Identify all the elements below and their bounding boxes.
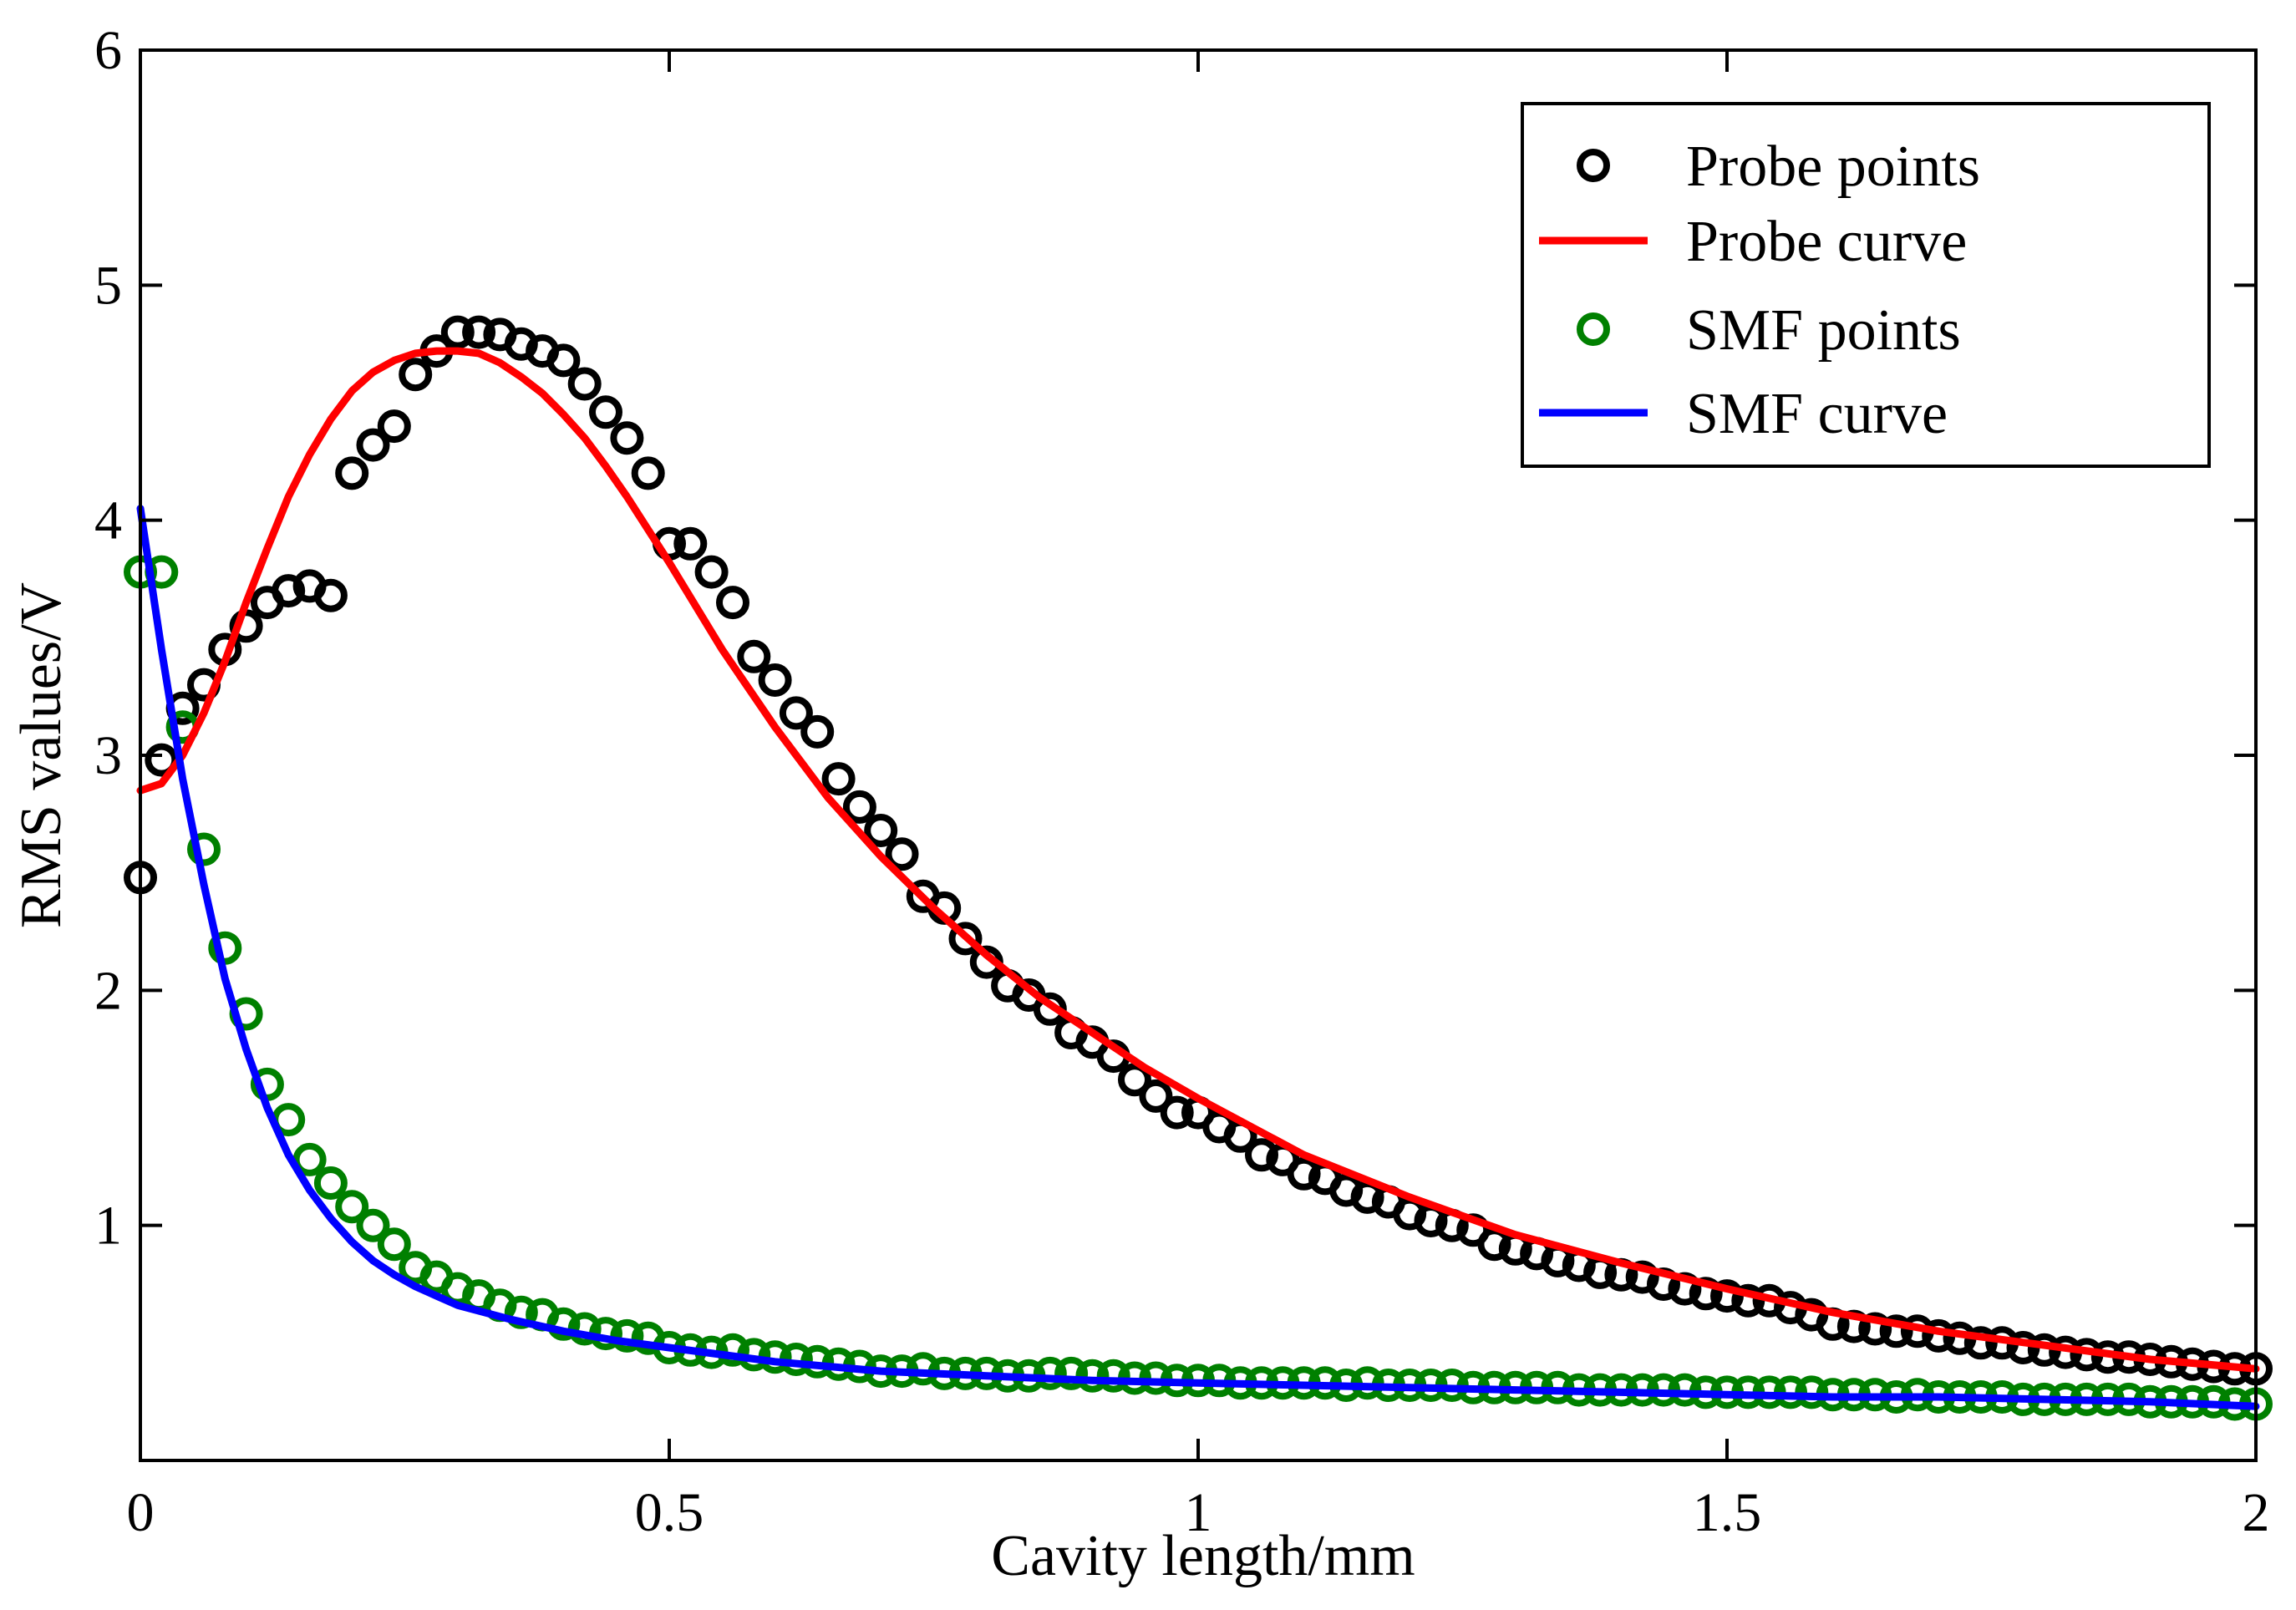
probe-points-marker (948, 922, 983, 956)
x-tick-label: 2 (2243, 1482, 2270, 1543)
probe-points-group (124, 315, 2273, 1386)
probe-points-marker (716, 586, 749, 620)
smf-points-marker (377, 1227, 411, 1262)
x-tick-label: 0.5 (635, 1482, 704, 1543)
smf-points-marker (546, 1307, 581, 1341)
probe-points-marker (779, 696, 813, 730)
axis-ticks (139, 48, 2258, 1460)
probe-points-marker (313, 578, 348, 612)
probe-points-marker (462, 315, 496, 349)
x-tick-label: 1.5 (1693, 1482, 1762, 1543)
smf-points-marker (187, 832, 221, 866)
probe-points-marker (864, 814, 898, 847)
legend-smf-points-label: SMF points (1686, 298, 1961, 363)
smf-points-marker (313, 1166, 348, 1200)
probe-points-marker (631, 456, 665, 490)
y-tick-label: 2 (94, 960, 122, 1021)
y-axis-title: RMS values/V (9, 582, 74, 928)
smf-points-marker (504, 1295, 538, 1329)
probe-points-marker (1710, 1279, 1744, 1313)
probe-points-marker (737, 639, 771, 673)
probe-points-marker (694, 555, 729, 589)
probe-points-marker (842, 790, 876, 824)
smf-curve-line (136, 505, 2260, 1410)
legend-probe-points-label: Probe points (1686, 135, 1980, 199)
probe-points-marker (1118, 1063, 1151, 1097)
legend-probe-curve-label: Probe curve (1686, 210, 1967, 274)
probe-points-marker (610, 421, 644, 455)
smf-points-marker (1054, 1356, 1089, 1390)
probe-points-marker (1879, 1314, 1913, 1348)
smf-points-marker (1795, 1375, 1829, 1409)
legend-box (1521, 102, 2211, 468)
legend-items: Probe points Probe curve SMF points SMF cur… (1539, 135, 1980, 446)
smf-points-marker (208, 931, 242, 965)
smf-points-marker (716, 1333, 749, 1367)
probe-points-marker (1731, 1283, 1765, 1318)
probe-points-marker (1963, 1326, 1998, 1360)
smf-points-marker (356, 1208, 390, 1242)
legend-smf-points-swatch (1577, 312, 1610, 346)
series-layer (124, 315, 2273, 1421)
smf-points-marker (335, 1190, 369, 1224)
probe-points-marker (567, 367, 602, 401)
legend-smf-curve-label: SMF curve (1686, 382, 1948, 446)
probe-points-marker (546, 343, 581, 378)
probe-points-marker (1139, 1079, 1173, 1113)
x-tick-label: 0 (127, 1482, 155, 1543)
legend: Probe points Probe curve SMF points SMF cur… (1521, 102, 2211, 468)
probe-points-marker (758, 663, 792, 697)
probe-points-marker (335, 456, 369, 490)
smf-points-marker (1096, 1359, 1130, 1393)
probe-points-marker (356, 428, 390, 462)
y-tick-label: 5 (94, 255, 122, 316)
smf-points-marker (1033, 1356, 1067, 1390)
y-tick-label: 6 (94, 20, 122, 81)
probe-points-marker (440, 315, 475, 349)
x-axis-title: Cavity length/mm (991, 1524, 1415, 1588)
axis-tick-labels: 0 0.5 1 1.5 2 1 2 3 4 5 6 (94, 20, 2270, 1543)
smf-points-marker (292, 1142, 327, 1176)
probe-points-marker (377, 409, 411, 444)
smf-points-marker (1075, 1359, 1110, 1393)
y-tick-label: 4 (94, 490, 122, 551)
probe-points-marker (673, 526, 708, 561)
probe-points-marker (399, 358, 433, 392)
legend-probe-points-swatch (1577, 149, 1610, 182)
probe-points-marker (1160, 1095, 1194, 1130)
y-tick-label: 1 (94, 1196, 122, 1257)
y-tick-label: 3 (94, 725, 122, 786)
probe-points-marker (1858, 1312, 1892, 1346)
probe-points-marker (821, 762, 856, 796)
probe-points-marker (800, 714, 835, 749)
probe-points-marker (272, 574, 306, 608)
smf-points-marker (610, 1318, 644, 1353)
probe-points-marker (1287, 1156, 1321, 1191)
probe-points-marker (1245, 1138, 1278, 1172)
probe-curve-line (136, 347, 2260, 1373)
x-tick-label: 1 (1185, 1482, 1212, 1543)
probe-points-marker (589, 395, 622, 429)
probe-points-marker (885, 837, 919, 871)
